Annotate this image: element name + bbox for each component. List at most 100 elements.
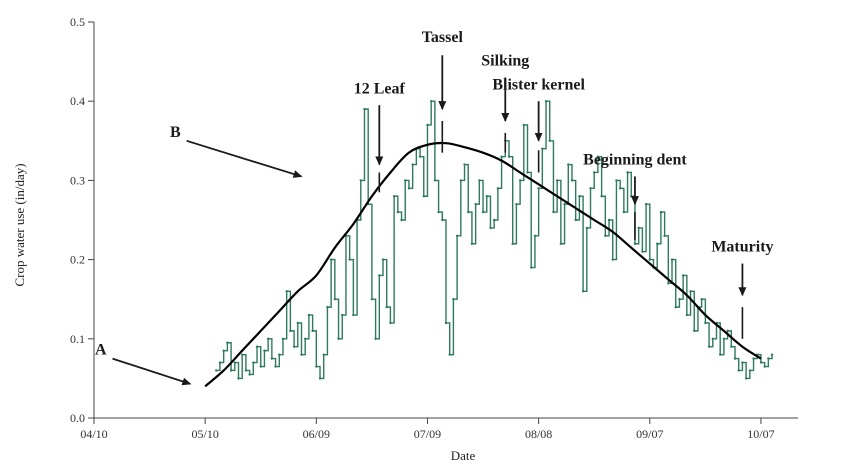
daily-point (704, 321, 707, 325)
daily-point (452, 298, 455, 301)
daily-point (448, 353, 451, 356)
daily-point (318, 377, 322, 380)
daily-point (541, 147, 544, 150)
daily-point (707, 345, 711, 348)
daily-point (548, 139, 551, 142)
daily-point (270, 357, 274, 360)
daily-point (485, 195, 488, 198)
daily-point (433, 179, 437, 182)
daily-point (759, 361, 763, 364)
daily-point (570, 179, 574, 182)
daily-point (292, 345, 296, 348)
daily-point (563, 202, 566, 206)
daily-point (637, 226, 640, 230)
daily-point (326, 305, 329, 309)
daily-point (411, 163, 414, 166)
daily-point (641, 250, 644, 253)
daily-point (329, 258, 333, 261)
daily-point (337, 337, 340, 340)
daily-point (459, 179, 463, 182)
curve-label-b: B (170, 124, 181, 141)
curve-label-arrow (186, 139, 303, 178)
daily-point (670, 258, 674, 261)
daily-point (678, 298, 681, 301)
daily-point (578, 195, 581, 198)
daily-point (581, 290, 585, 293)
daily-point (296, 321, 299, 325)
daily-point (537, 187, 540, 190)
daily-point (389, 321, 392, 325)
daily-point (555, 179, 559, 182)
daily-point (674, 305, 677, 309)
daily-point (322, 353, 325, 356)
daily-point (455, 234, 459, 238)
daily-point (659, 210, 663, 214)
daily-point (770, 353, 774, 356)
smoothed-crop-coefficient-curve (204, 141, 762, 388)
daily-point (585, 226, 588, 230)
daily-point (522, 123, 526, 127)
daily-point (589, 187, 592, 190)
daily-point (737, 369, 740, 372)
daily-point (215, 369, 218, 372)
daily-point (370, 298, 374, 301)
daily-point (544, 100, 548, 103)
daily-point (693, 329, 696, 333)
daily-point (259, 365, 262, 368)
daily-point (611, 258, 614, 261)
daily-point (426, 123, 429, 127)
daily-point (263, 349, 266, 352)
daily-point (600, 195, 603, 198)
daily-point (511, 242, 514, 245)
daily-point (311, 329, 314, 333)
daily-point (474, 202, 477, 206)
daily-point (470, 242, 474, 245)
daily-point (604, 234, 607, 238)
daily-point (626, 171, 629, 174)
y-axis-title: Crop water use (in/day) (12, 163, 27, 286)
daily-point (441, 218, 444, 222)
daily-point (278, 353, 281, 356)
daily-point (526, 171, 529, 174)
daily-point (726, 329, 729, 333)
daily-point (241, 353, 244, 356)
daily-point (530, 266, 533, 269)
daily-point (341, 313, 344, 317)
daily-point (722, 337, 726, 340)
x-tick-label: 04/10 (80, 427, 107, 441)
daily-point (226, 341, 229, 344)
daily-point (618, 187, 622, 190)
daily-point (656, 242, 659, 245)
daily-point (615, 179, 618, 182)
daily-point (374, 337, 377, 340)
daily-point (733, 357, 737, 360)
daily-point (315, 365, 318, 368)
stage-label-beginning-dent: Beginning dent (583, 152, 687, 169)
y-tick-label: 0.2 (70, 253, 85, 267)
daily-point (744, 377, 748, 380)
daily-point (515, 202, 518, 206)
daily-point (481, 210, 485, 214)
daily-point (385, 305, 388, 309)
x-tick-label: 09/07 (636, 427, 663, 441)
y-tick-label: 0.3 (70, 173, 85, 187)
daily-point (752, 357, 755, 360)
daily-point (492, 218, 496, 222)
daily-point (463, 163, 466, 166)
daily-point (307, 313, 311, 317)
daily-point (552, 210, 555, 214)
daily-point (633, 242, 637, 245)
stage-label-blister-kernel: Blister kernel (492, 76, 585, 93)
daily-point (644, 202, 648, 206)
daily-point (418, 155, 422, 158)
daily-point (359, 179, 362, 182)
daily-point (689, 290, 692, 293)
daily-point (404, 179, 407, 182)
stage-label-tassel: Tassel (422, 29, 464, 46)
daily-point (518, 179, 522, 182)
daily-point (244, 369, 248, 372)
daily-point (229, 369, 233, 372)
daily-point (533, 234, 537, 238)
daily-point (396, 210, 400, 214)
daily-point (348, 258, 351, 261)
